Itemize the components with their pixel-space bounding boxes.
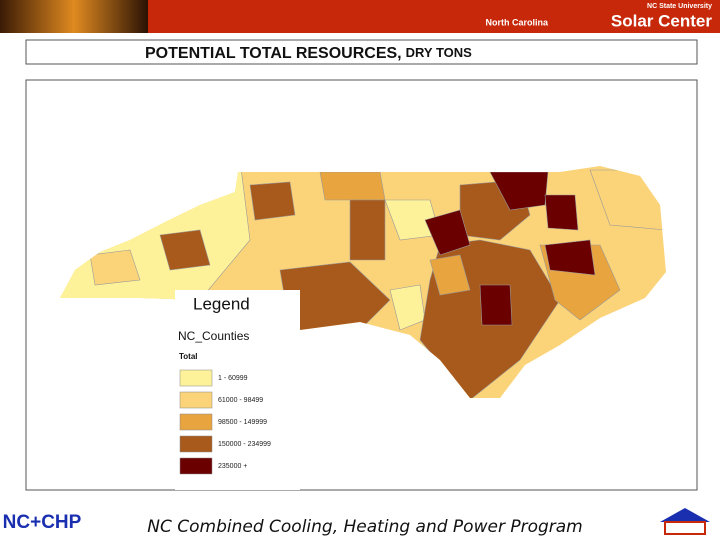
- footer-program: NC Combined Cooling, Heating and Power P…: [147, 517, 582, 537]
- county: [319, 171, 386, 201]
- legend-items: 1 - 60999 61000 - 98499 98500 - 149999 1500…: [179, 369, 271, 475]
- county: [489, 171, 549, 211]
- legend-label: 150000 - 234999: [218, 441, 271, 448]
- legend-swatch: [179, 457, 213, 475]
- legend-swatch: [179, 413, 213, 431]
- legend-field: Total: [179, 352, 198, 361]
- university: NC State University: [647, 3, 712, 10]
- county: [544, 239, 596, 276]
- center-name: Solar Center: [611, 11, 712, 30]
- center-prefix: North Carolina: [485, 17, 548, 27]
- county: [349, 199, 386, 261]
- title: POTENTIAL TOTAL RESOURCES, DRY TONS: [145, 45, 472, 62]
- legend-swatch: [179, 435, 213, 453]
- legend-swatch: [179, 369, 213, 387]
- county: [159, 229, 211, 271]
- header-bar: [148, 0, 720, 33]
- county: [429, 254, 471, 296]
- title-unit: DRY TONS: [406, 45, 473, 60]
- county: [544, 194, 579, 231]
- legend-swatch: [179, 391, 213, 409]
- legend-layer: NC_Counties: [178, 329, 249, 343]
- legend-title: Legend: [193, 294, 250, 313]
- county: [424, 209, 471, 256]
- legend-label: 98500 - 149999: [218, 419, 267, 426]
- legend-label: 235000 +: [218, 463, 247, 470]
- chp-logo-box: [0, 510, 86, 540]
- chp-logo: NC+CHP: [3, 512, 82, 533]
- title-box: [25, 39, 698, 65]
- solar-center-logo: [660, 508, 710, 535]
- header-image: [0, 0, 148, 33]
- county: [249, 181, 296, 221]
- county: [89, 249, 141, 286]
- county: [479, 284, 513, 326]
- legend-box: [175, 290, 300, 490]
- legend-label: 61000 - 98499: [218, 397, 263, 404]
- legend-label: 1 - 60999: [218, 375, 248, 382]
- title-main: POTENTIAL TOTAL RESOURCES,: [145, 45, 402, 62]
